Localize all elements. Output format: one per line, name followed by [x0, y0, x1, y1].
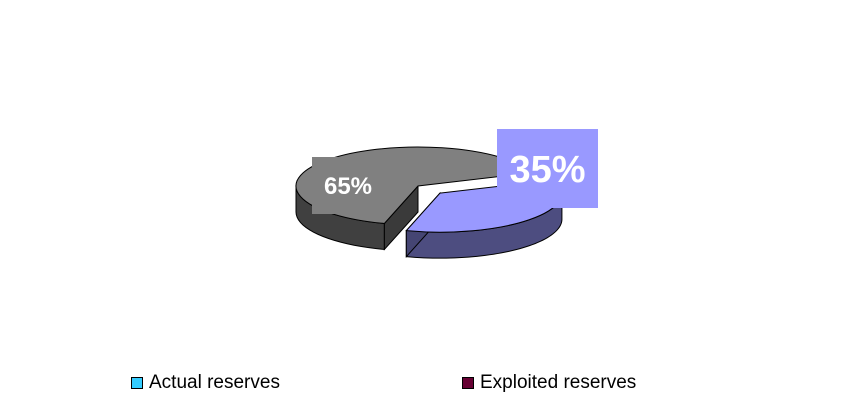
legend-swatch-exploited-reserves [462, 377, 474, 389]
legend: Actual reserves Exploited reserves [0, 372, 846, 396]
data-label-box-actual-reserves [497, 129, 598, 208]
legend-label-actual-reserves: Actual reserves [149, 372, 280, 393]
legend-item-actual-reserves: Actual reserves [131, 372, 280, 394]
legend-item-exploited-reserves: Exploited reserves [462, 372, 636, 394]
legend-swatch-actual-reserves [131, 377, 143, 389]
data-label-box-exploited-reserves [312, 157, 384, 214]
legend-label-exploited-reserves: Exploited reserves [480, 372, 637, 393]
data-label-exploited-reserves: 65% [324, 173, 372, 200]
data-label-actual-reserves: 35% [509, 149, 585, 191]
